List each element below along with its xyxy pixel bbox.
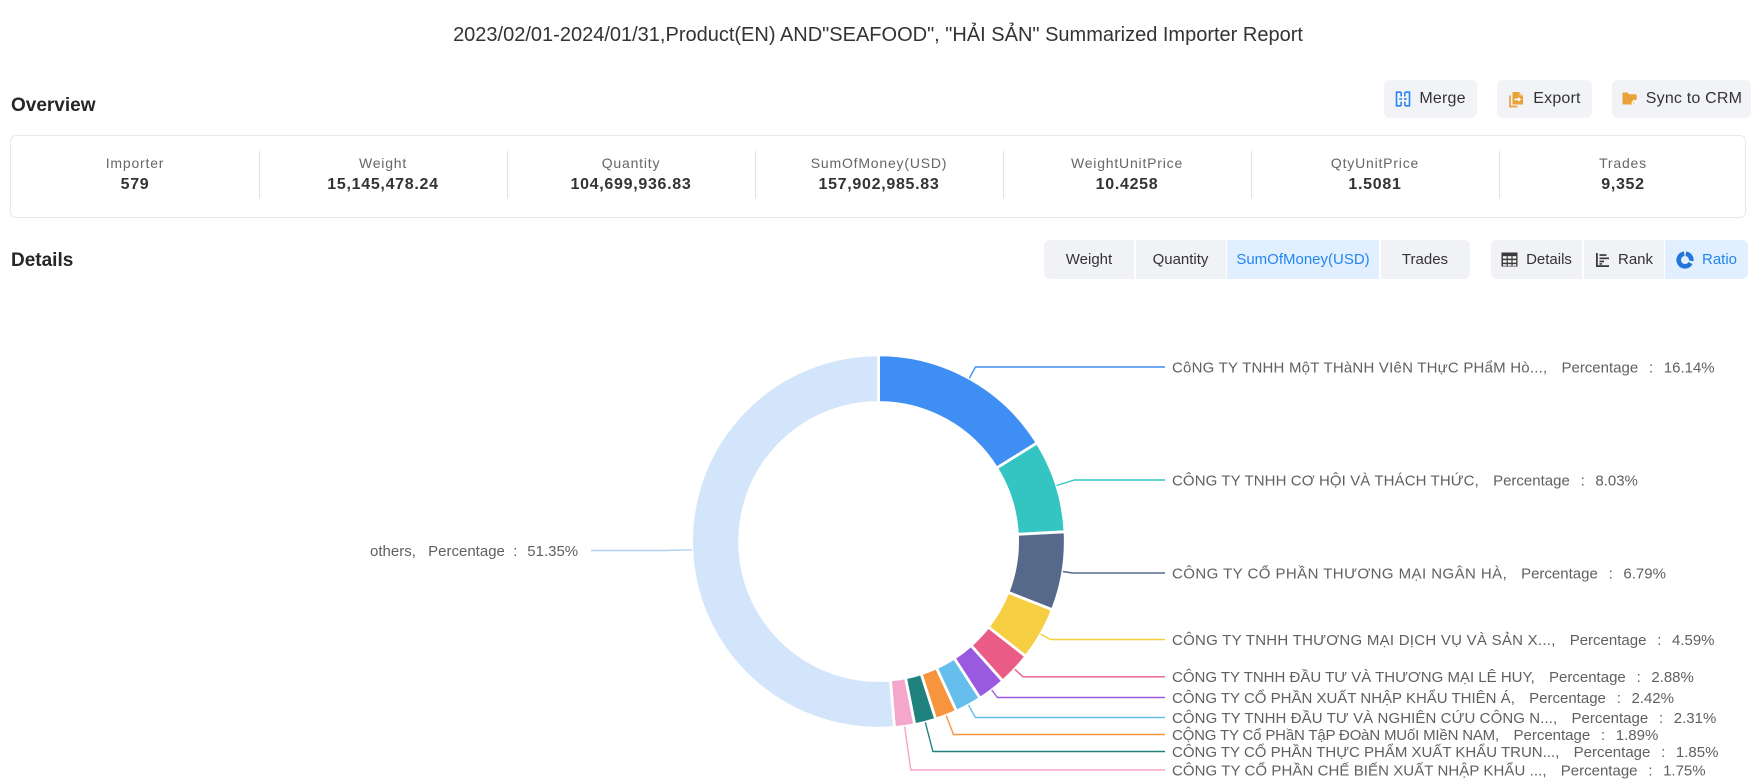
svg-text:CÔNG TY CỔ PHẦN THỰC PHẨM XUẤT: CÔNG TY CỔ PHẦN THỰC PHẨM XUẤT KHẨU TRUN…: [1172, 743, 1718, 761]
svg-text:CÔNG TY CỔ PHẦN THƯƠNG MẠI NGÂ: CÔNG TY CỔ PHẦN THƯƠNG MẠI NGÂN HÀ, Perce…: [1172, 564, 1666, 582]
svg-text:CÔNG TY TNHH ĐẦU TƯ VÀ THƯƠNG: CÔNG TY TNHH ĐẦU TƯ VÀ THƯƠNG MẠI LÊ HUY…: [1172, 669, 1694, 686]
svg-text:CÔNG TY TNHH ĐẦU TƯ VÀ NGHIÊN: CÔNG TY TNHH ĐẦU TƯ VÀ NGHIÊN CỨU CÔNG N…: [1172, 710, 1716, 727]
svg-text:CôNG TY TNHH MộT THàNH VIêN TH: CôNG TY TNHH MộT THàNH VIêN THựC PHẩM Hò…: [1172, 359, 1715, 376]
svg-text:CÔNG TY CỔ PHẦN XUẤT NHẬP KHẨU: CÔNG TY CỔ PHẦN XUẤT NHẬP KHẨU THIÊN Á, P…: [1172, 689, 1674, 707]
svg-text:CÔNG TY CỔ PHẦN CHẾ BIẾN XUẤT: CÔNG TY CỔ PHẦN CHẾ BIẾN XUẤT NHẬP KHẨU …: [1172, 761, 1706, 779]
svg-text:others,Percentage:51.35%: others, Percentage:51.35%: [370, 543, 578, 560]
svg-text:CỘNG TY Cổ PHầN TậP ĐOàN MUốI: CỘNG TY Cổ PHầN TậP ĐOàN MUốI MIềN NAM, P…: [1172, 727, 1658, 744]
svg-text:CÔNG TY TNHH CƠ HỘI VÀ THÁCH T: CÔNG TY TNHH CƠ HỘI VÀ THÁCH THỨC, Percen…: [1172, 472, 1638, 489]
svg-text:CÔNG TY TNHH THƯƠNG MẠI DỊCH V: CÔNG TY TNHH THƯƠNG MẠI DỊCH VỤ VÀ SẢN X…: [1172, 632, 1715, 649]
